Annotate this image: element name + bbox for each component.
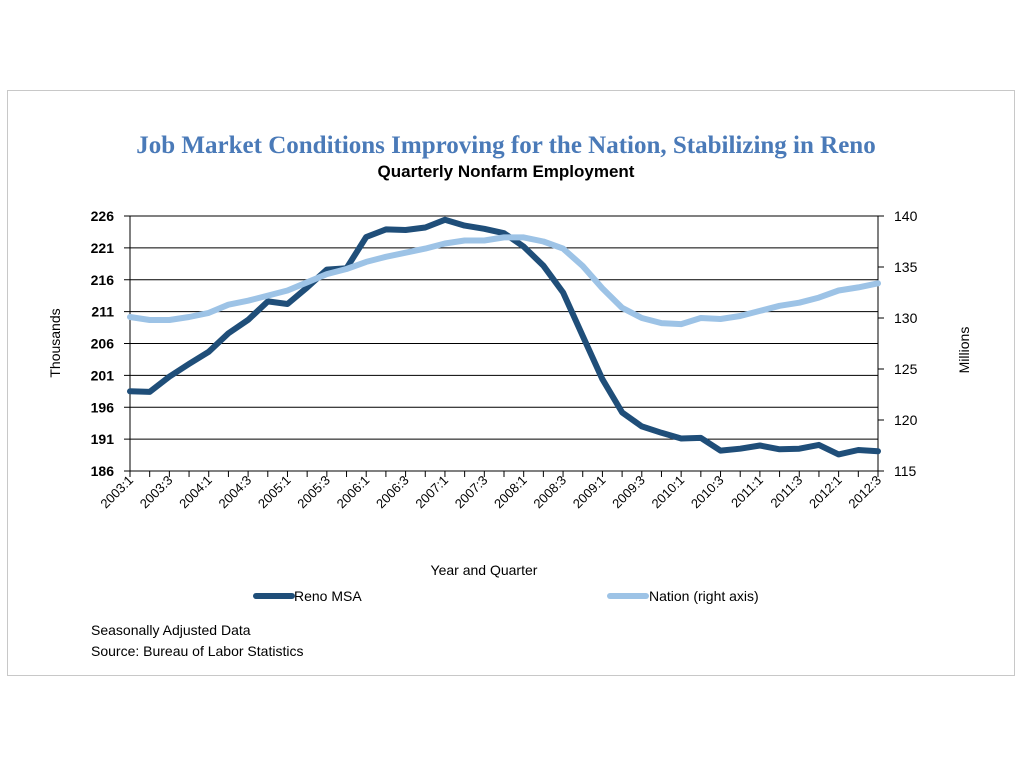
x-tick-label: 2005:1 [255,473,294,512]
x-tick-label: 2006:1 [334,473,373,512]
axis-labels: 186 191 196 201 206 211 216 221 226 115 120 125 130 1… [47,208,972,578]
legend-label-nation: Nation (right axis) [649,588,759,604]
y2-tick-label: 135 [894,259,918,275]
x-tick-label: 2003:3 [137,473,176,512]
x-tick-label: 2010:3 [688,473,727,512]
y2-tick-label: 140 [894,208,918,224]
x-tick-label: 2004:1 [176,473,215,512]
y2-tick-label: 130 [894,310,918,326]
note-source: Source: Bureau of Labor Statistics [91,643,304,659]
x-tick-label: 2012:3 [845,473,884,512]
y2-tick-label: 120 [894,412,918,428]
series-line-reno-msa [127,216,881,458]
y2-axis-title: Millions [956,327,972,374]
x-tick-label: 2007:3 [452,473,491,512]
x-tick-label: 2008:1 [491,473,530,512]
x-tick-label: 2011:1 [728,473,766,511]
x-tick-label: 2009:3 [609,473,648,512]
x-tick-label: 2008:3 [530,473,569,512]
y-tick-label: 186 [91,463,115,479]
y-tick-label: 191 [91,431,115,447]
y-tick-label: 221 [91,240,115,256]
y-tick-label: 206 [91,336,115,352]
x-tick-label: 2007:1 [412,473,451,512]
y-axis-title: Thousands [47,308,63,377]
x-tick-label: 2012:1 [806,473,845,512]
y-tick-label: 211 [91,304,114,320]
x-tick-label: 2004:3 [216,473,255,512]
chart-subtitle: Quarterly Nonfarm Employment [377,162,635,181]
gridlines [130,215,878,472]
chart-notes: Seasonally Adjusted Data Source: Bureau … [91,620,303,662]
series-line-nation [127,234,881,328]
y-tick-label: 216 [91,272,115,288]
x-tick-label: 2011:3 [767,473,805,511]
y2-tick-label: 125 [894,361,918,377]
x-tick-label: 2006:3 [373,473,412,512]
axes [124,215,884,477]
y-tick-label: 201 [91,367,115,383]
x-tick-label: 2010:1 [649,473,688,512]
chart-title: Job Market Conditions Improving for the … [136,132,876,159]
chart-frame [7,90,1015,676]
y-tick-label: 226 [91,208,115,224]
y2-tick-label: 115 [894,463,917,479]
note-seasonally-adjusted: Seasonally Adjusted Data [91,622,251,638]
y-tick-label: 196 [91,399,115,415]
legend-label-reno-msa: Reno MSA [294,588,362,604]
legend: Reno MSA Nation (right axis) [253,588,759,604]
x-tick-label: 2005:3 [294,473,333,512]
x-axis-title: Year and Quarter [431,562,538,578]
x-tick-label: 2009:1 [570,473,609,512]
series-lines [127,216,881,458]
